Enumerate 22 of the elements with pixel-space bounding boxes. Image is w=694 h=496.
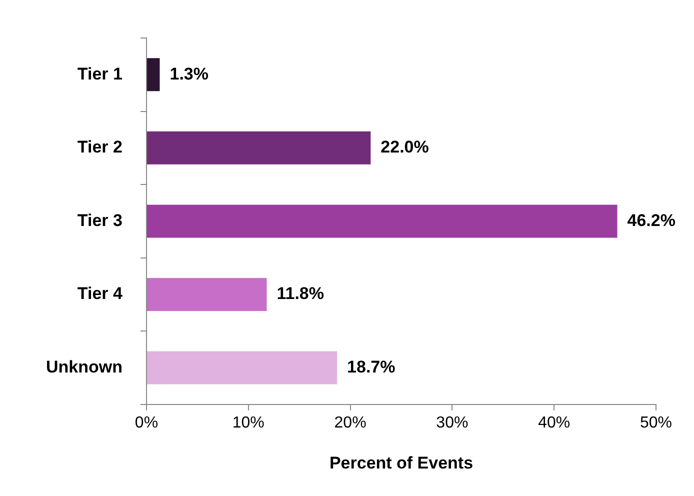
x-tick-label: 0% xyxy=(134,414,158,432)
data-label: 18.7% xyxy=(347,357,396,376)
y-tick-label: Tier 4 xyxy=(77,284,124,304)
x-tick-label: 50% xyxy=(640,414,672,432)
data-label: 46.2% xyxy=(627,210,676,230)
y-tick-label: Tier 3 xyxy=(77,210,122,230)
bar xyxy=(146,351,338,384)
bar xyxy=(146,131,371,164)
bar xyxy=(146,278,267,311)
bar xyxy=(146,204,618,238)
y-tick-label: Tier 2 xyxy=(77,138,122,157)
y-tick-label: Unknown xyxy=(46,357,122,376)
x-axis-title: Percent of Events xyxy=(329,453,474,472)
x-tick-label: 10% xyxy=(232,414,264,432)
data-label: 1.3% xyxy=(170,64,208,84)
y-tick-label: Tier 1 xyxy=(77,64,122,84)
x-tick-label: 20% xyxy=(334,414,366,432)
x-tick-label: 40% xyxy=(538,414,570,432)
bar xyxy=(146,58,160,92)
data-label: 22.0% xyxy=(380,138,429,157)
data-label: 11.8% xyxy=(276,284,324,304)
x-tick-label: 30% xyxy=(436,414,468,432)
